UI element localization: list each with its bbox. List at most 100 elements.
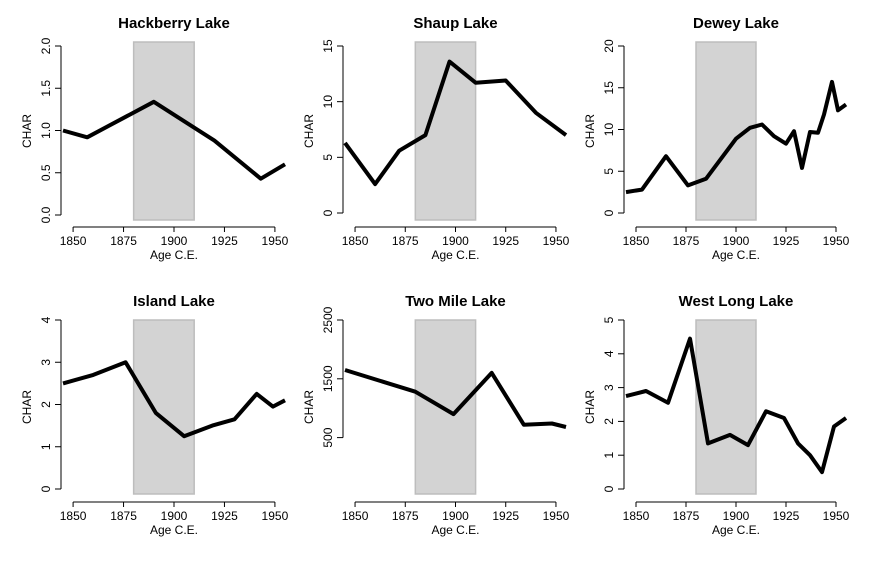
data-point <box>343 141 347 145</box>
x-axis-label: Age C.E. <box>431 248 479 262</box>
y-tick-label: 1.0 <box>39 122 53 139</box>
x-tick-label: 1950 <box>543 509 570 523</box>
chart-title: West Long Lake <box>679 293 794 310</box>
shaded-interval <box>132 41 195 221</box>
data-point <box>85 135 89 139</box>
data-point <box>704 177 708 181</box>
y-axis-label: CHAR <box>583 114 597 148</box>
data-point <box>474 81 478 85</box>
x-tick-label: 1900 <box>161 509 188 523</box>
x-axis-label: Age C.E. <box>150 523 198 537</box>
x-tick-label: 1925 <box>211 234 238 248</box>
y-tick-label: 15 <box>321 39 335 53</box>
x-tick-label: 1875 <box>392 234 419 248</box>
data-point <box>564 133 568 137</box>
panel-two-mile-lake: Two Mile Lake 500 1500 2500 CHAR 1850 1875 1900… <box>302 293 570 537</box>
data-point <box>564 425 568 429</box>
data-point <box>836 108 840 112</box>
data-point <box>397 149 401 153</box>
data-point <box>706 441 710 445</box>
data-point <box>772 134 776 138</box>
y-tick-label: 2 <box>39 401 53 408</box>
data-line <box>62 360 286 439</box>
shaded-interval <box>695 41 757 221</box>
chart-title: Shaup Lake <box>413 15 497 32</box>
y-tick-label: 0 <box>321 209 335 216</box>
x-tick-label: 1900 <box>442 234 469 248</box>
data-point <box>452 412 456 416</box>
data-point <box>796 441 800 445</box>
data-point <box>522 423 526 427</box>
y-tick-label: 3 <box>602 384 616 391</box>
x-tick-label: 1950 <box>262 234 289 248</box>
y-tick-label: 5 <box>602 316 616 323</box>
data-point <box>152 100 156 104</box>
data-point <box>124 360 128 364</box>
x-tick-label: 1850 <box>342 234 369 248</box>
data-point <box>816 131 820 135</box>
panel-shaup-lake: Shaup Lake 0 5 10 15 CHAR 1850 1875 1900 1925 1950… <box>302 15 570 262</box>
data-point <box>210 424 214 428</box>
y-tick-label: 0 <box>39 485 53 492</box>
y-tick-label: 0.5 <box>39 164 53 181</box>
x-tick-label: 1900 <box>723 234 750 248</box>
data-point <box>233 417 237 421</box>
x-axis-label: Age C.E. <box>150 248 198 262</box>
x-tick-label: 1850 <box>342 509 369 523</box>
shaded-interval <box>132 319 195 495</box>
data-line <box>62 99 287 181</box>
data-point <box>154 411 158 415</box>
y-tick-label: 20 <box>602 39 616 53</box>
data-point <box>271 405 275 409</box>
y-tick-label: 5 <box>321 154 335 161</box>
x-tick-label: 1875 <box>392 509 419 523</box>
x-tick-label: 1875 <box>673 234 700 248</box>
y-tick-label: 15 <box>602 81 616 95</box>
data-point <box>832 425 836 429</box>
x-tick-label: 1900 <box>723 509 750 523</box>
data-point <box>182 434 186 438</box>
x-tick-label: 1850 <box>60 234 87 248</box>
data-point <box>746 443 750 447</box>
y-tick-label: 0 <box>602 209 616 216</box>
data-point <box>413 390 417 394</box>
chart-title: Two Mile Lake <box>405 293 506 310</box>
data-point <box>448 60 452 64</box>
chart-title: Island Lake <box>133 293 215 310</box>
x-tick-label: 1950 <box>823 234 850 248</box>
shaded-interval <box>414 319 477 495</box>
data-point <box>808 130 812 134</box>
data-point <box>800 166 804 170</box>
x-tick-label: 1900 <box>161 234 188 248</box>
data-point <box>688 337 692 341</box>
data-point <box>91 373 95 377</box>
data-point <box>808 453 812 457</box>
x-tick-label: 1925 <box>492 509 519 523</box>
data-point <box>373 182 377 186</box>
x-tick-label: 1925 <box>492 234 519 248</box>
data-point <box>686 183 690 187</box>
data-point <box>666 401 670 405</box>
x-tick-label: 1850 <box>623 234 650 248</box>
data-point <box>764 409 768 413</box>
y-tick-label: 1500 <box>321 365 335 392</box>
data-point <box>504 79 508 83</box>
data-point <box>820 470 824 474</box>
x-tick-label: 1850 <box>60 509 87 523</box>
data-point <box>550 422 554 426</box>
x-tick-label: 1875 <box>110 234 137 248</box>
x-tick-label: 1850 <box>623 509 650 523</box>
x-tick-label: 1950 <box>823 509 850 523</box>
y-tick-label: 2500 <box>321 306 335 333</box>
y-axis-label: CHAR <box>20 114 34 148</box>
y-tick-label: 10 <box>321 95 335 109</box>
panel-dewey-lake: Dewey Lake 0 5 10 15 20 CHAR 1850 1875 1900 1925 19… <box>583 15 850 262</box>
data-point <box>61 381 65 385</box>
data-line <box>625 79 848 195</box>
x-axis-label: Age C.E. <box>712 523 760 537</box>
y-tick-label: 1 <box>39 443 53 450</box>
data-point <box>748 126 752 130</box>
y-tick-label: 10 <box>602 123 616 137</box>
data-point <box>212 139 216 143</box>
data-point <box>640 188 644 192</box>
